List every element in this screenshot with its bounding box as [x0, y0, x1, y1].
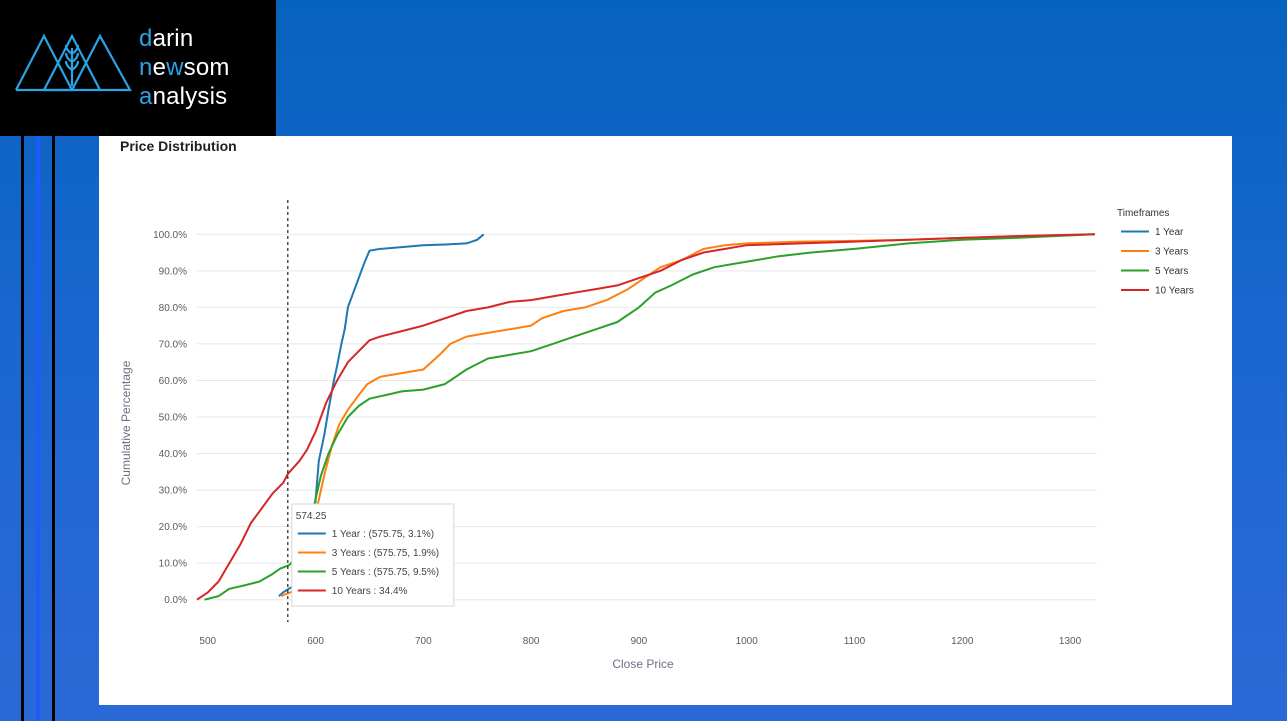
x-tick-label: 1100: [844, 636, 866, 647]
hover-row-label: 3 Years : (575.75, 1.9%): [332, 548, 439, 559]
y-tick-label: 0.0%: [164, 595, 187, 606]
legend-item-label: 5 Years: [1155, 266, 1188, 277]
x-axis-title: Close Price: [612, 657, 674, 671]
hover-row-label: 1 Year : (575.75, 3.1%): [332, 529, 434, 540]
x-tick-label: 1000: [736, 636, 759, 647]
chart-title: Price Distribution: [120, 138, 237, 154]
hover-tooltip: [291, 503, 455, 607]
price-distribution-chart[interactable]: 0.0% 10.0% 20.0% 30.0% 40.0% 50.0% 60.0% 70.0% 8…: [99, 136, 1232, 705]
y-tick-label: 20.0%: [159, 522, 187, 533]
x-tick-label: 500: [199, 636, 216, 647]
x-tick-label: 1200: [951, 636, 974, 647]
x-tick-label: 600: [307, 636, 324, 647]
hover-row-label: 10 Years : 34.4%: [332, 586, 408, 597]
logo-panel: darin newsom analysis: [0, 0, 276, 136]
series-line-10-years[interactable]: [196, 233, 1095, 601]
y-tick-label: 100.0%: [153, 230, 187, 241]
decorative-stripe: [52, 136, 55, 721]
mountain-logo-icon: [15, 33, 132, 92]
brand-line-1: darin: [139, 25, 194, 52]
y-tick-label: 50.0%: [159, 413, 187, 424]
legend-item-label: 10 Years: [1155, 286, 1194, 297]
x-tick-label: 900: [631, 636, 648, 647]
y-tick-label: 10.0%: [159, 559, 187, 570]
y-tick-label: 30.0%: [159, 486, 187, 497]
decorative-stripe: [21, 136, 24, 721]
brand-line-3: analysis: [139, 83, 228, 110]
legend-item-label: 1 Year: [1155, 227, 1184, 238]
y-tick-label: 40.0%: [159, 449, 187, 460]
chart-card: Price Distribution 0.0% 10.0% 20.0% 30.0% 40…: [99, 136, 1232, 705]
legend-title: Timeframes: [1117, 208, 1169, 219]
decorative-stripe: [36, 136, 40, 721]
y-axis-title: Cumulative Percentage: [119, 360, 133, 485]
brand-wordmark: darin newsom analysis: [139, 24, 230, 111]
y-tick-label: 90.0%: [159, 266, 187, 277]
x-tick-label: 1300: [1059, 636, 1082, 647]
y-tick-label: 60.0%: [159, 376, 187, 387]
hover-header: 574.25: [296, 511, 327, 522]
x-tick-label: 700: [415, 636, 432, 647]
legend-item-label: 3 Years: [1155, 247, 1188, 258]
brand-line-2: newsom: [139, 54, 230, 81]
hover-row-label: 5 Years : (575.75, 9.5%): [332, 567, 439, 578]
series-line-5-years[interactable]: [204, 233, 1095, 601]
y-tick-label: 80.0%: [159, 303, 187, 314]
y-tick-label: 70.0%: [159, 339, 187, 350]
x-tick-label: 800: [523, 636, 540, 647]
